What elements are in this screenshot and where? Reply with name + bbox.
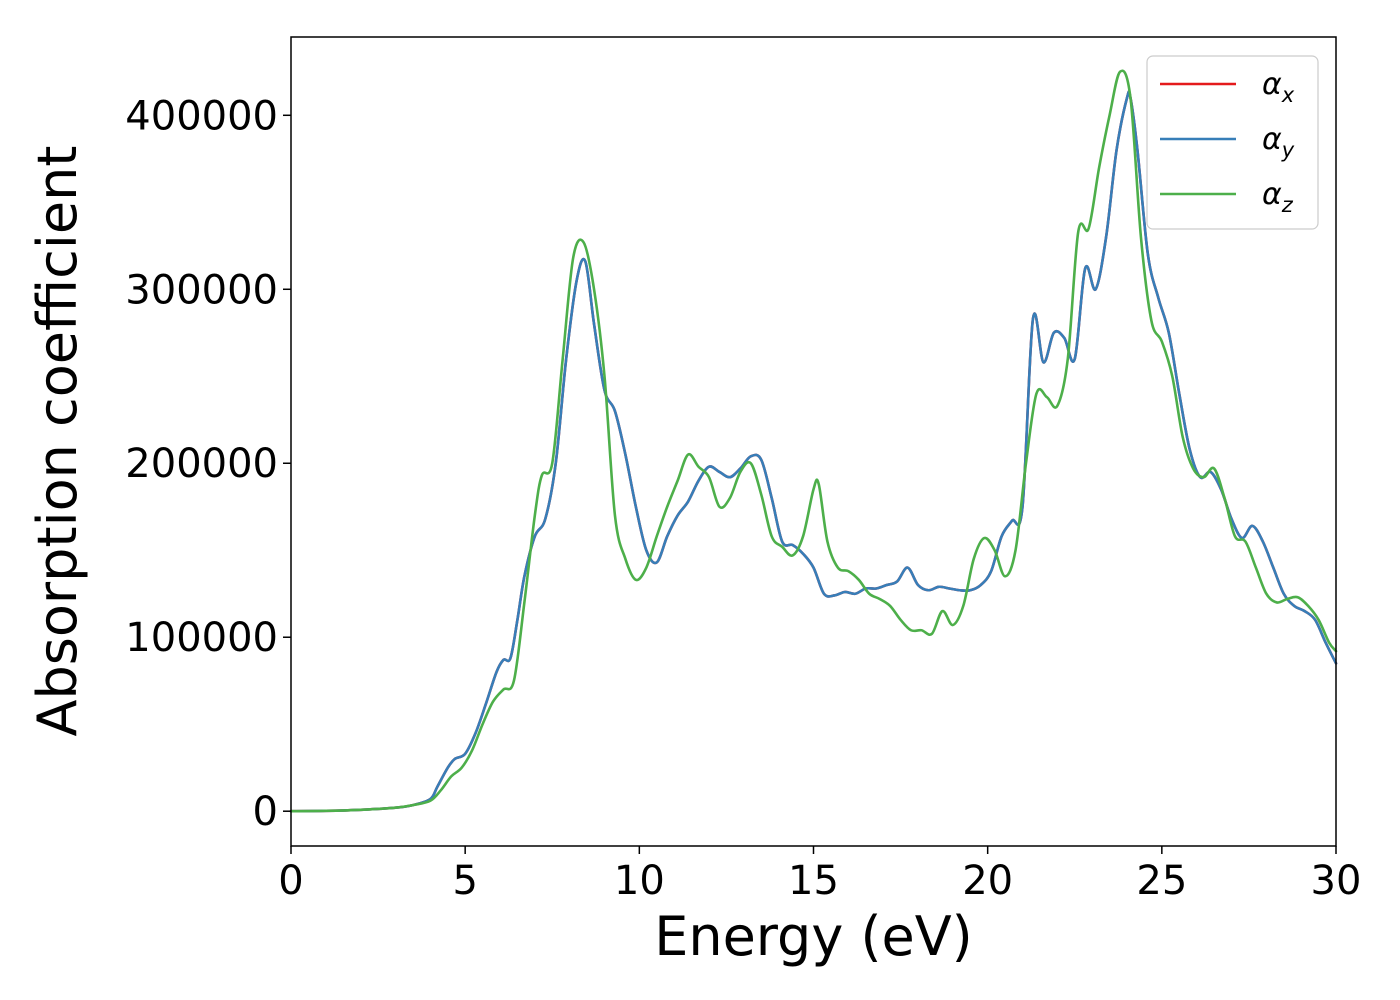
legend-label-alpha-x: αx: [1262, 67, 1295, 107]
x-tick-label: 0: [278, 858, 303, 904]
y-axis-ticks: 0 100000 200000 300000 400000: [125, 93, 291, 835]
series-layer: [289, 69, 1338, 813]
y-axis-label: Absorption coefficient: [26, 146, 89, 737]
y-tick-label: 0: [253, 789, 278, 835]
y-tick-label: 200000: [125, 441, 278, 487]
x-tick-label: 25: [1136, 858, 1187, 904]
y-tick-label: 100000: [125, 615, 278, 661]
x-axis-label: Energy (eV): [654, 905, 973, 968]
legend-box: [1146, 55, 1319, 230]
legend-label-alpha-y: αy: [1262, 122, 1295, 162]
x-axis-ticks: 0 5 10 15 20 25 30: [278, 846, 1361, 904]
x-tick-label: 20: [962, 858, 1013, 904]
x-tick-label: 5: [452, 858, 477, 904]
series-line-alpha-z: [289, 69, 1338, 813]
x-tick-label: 30: [1311, 858, 1362, 904]
y-tick-label: 400000: [125, 93, 278, 139]
x-tick-label: 15: [788, 858, 839, 904]
x-tick-label: 10: [614, 858, 665, 904]
series-line-alpha-y: [289, 90, 1338, 813]
y-tick-label: 300000: [125, 267, 278, 313]
